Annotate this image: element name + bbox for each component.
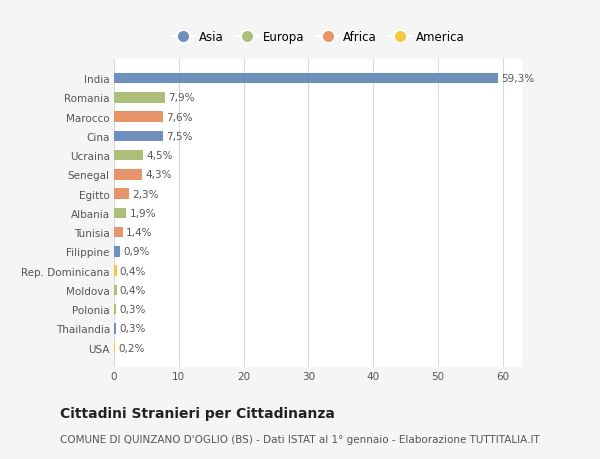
Bar	[114, 266, 116, 276]
Bar	[114, 73, 498, 84]
Text: 59,3%: 59,3%	[501, 74, 535, 84]
Bar	[114, 246, 120, 257]
Text: 0,3%: 0,3%	[119, 324, 146, 334]
Text: 0,4%: 0,4%	[120, 285, 146, 295]
Text: 1,4%: 1,4%	[127, 228, 153, 238]
Text: 0,3%: 0,3%	[119, 304, 146, 314]
Bar	[114, 112, 163, 123]
Text: 4,3%: 4,3%	[145, 170, 172, 180]
Text: 1,9%: 1,9%	[130, 208, 156, 218]
Text: 0,4%: 0,4%	[120, 266, 146, 276]
Bar	[114, 343, 115, 353]
Text: COMUNE DI QUINZANO D'OGLIO (BS) - Dati ISTAT al 1° gennaio - Elaborazione TUTTIT: COMUNE DI QUINZANO D'OGLIO (BS) - Dati I…	[60, 434, 540, 444]
Text: 7,9%: 7,9%	[169, 93, 195, 103]
Text: 0,9%: 0,9%	[123, 247, 149, 257]
Bar	[114, 324, 116, 334]
Bar	[114, 227, 123, 238]
Legend: Asia, Europa, Africa, America: Asia, Europa, Africa, America	[169, 28, 467, 46]
Bar	[114, 208, 127, 219]
Bar	[114, 170, 142, 180]
Bar	[114, 304, 116, 315]
Text: 0,2%: 0,2%	[119, 343, 145, 353]
Text: 7,6%: 7,6%	[166, 112, 193, 123]
Text: Cittadini Stranieri per Cittadinanza: Cittadini Stranieri per Cittadinanza	[60, 406, 335, 420]
Bar	[114, 151, 143, 161]
Bar	[114, 93, 165, 103]
Text: 2,3%: 2,3%	[132, 189, 158, 199]
Text: 4,5%: 4,5%	[146, 151, 173, 161]
Bar	[114, 131, 163, 142]
Text: 7,5%: 7,5%	[166, 132, 193, 141]
Bar	[114, 189, 129, 200]
Bar	[114, 285, 116, 296]
